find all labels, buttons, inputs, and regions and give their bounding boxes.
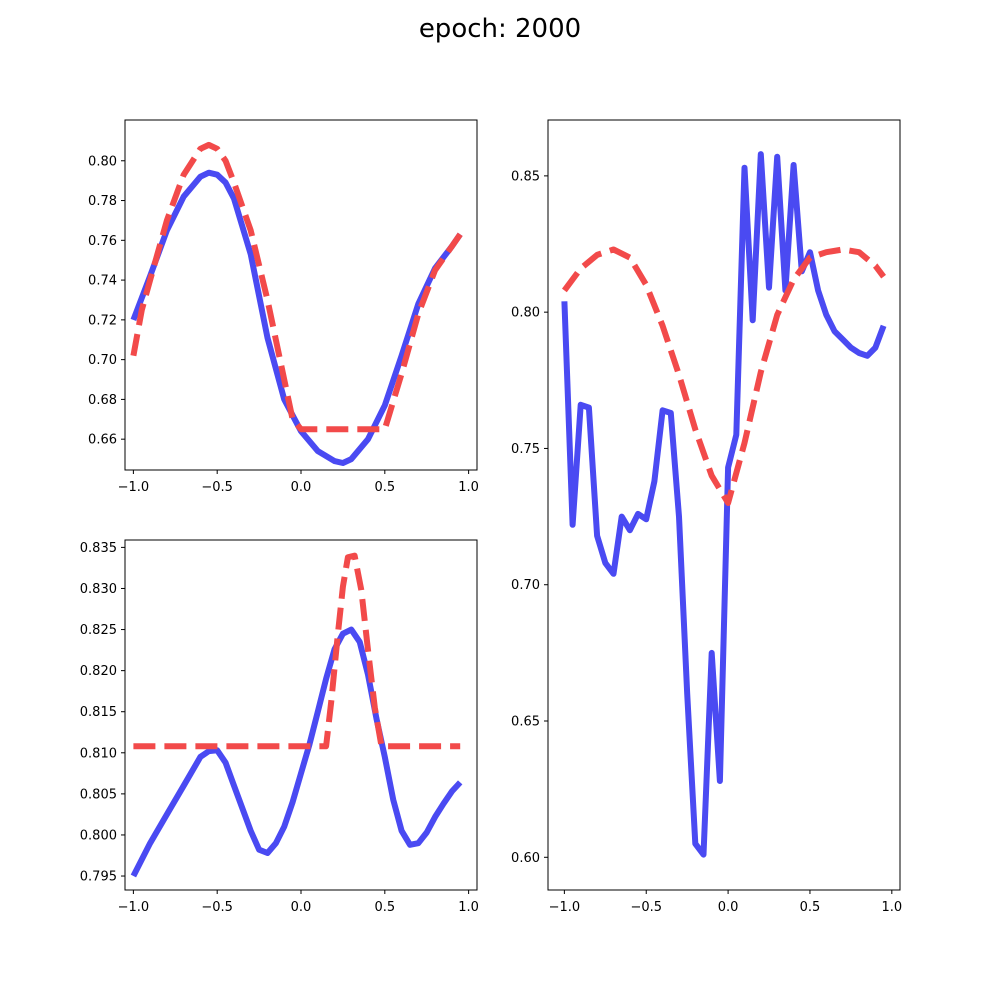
top-left-plot: −1.0 −0.5 0.0 0.5 1.0 0.66 0.68 0.70 0.72 0.74 0.7… [88, 119, 479, 495]
bottom-left-y-tick-label: 0.835 [80, 541, 117, 556]
right-x-tick-label: −0.5 [630, 900, 662, 915]
right-y-tick-label: 0.80 [511, 306, 540, 321]
bottom-left-y-tick-label: 0.820 [80, 664, 117, 679]
right-x-tick-label: −1.0 [549, 900, 581, 915]
right-x-tick-label: 0.0 [718, 900, 739, 915]
right-axes-frame [547, 119, 901, 891]
bottom-left-y-tick-label: 0.830 [80, 582, 117, 597]
bottom-left-x-tick-label: 0.0 [291, 900, 312, 915]
right-y-tick-label: 0.75 [511, 442, 540, 457]
top-left-target-line [130, 141, 463, 433]
bottom-left-plot: −1.0 −0.5 0.0 0.5 1.0 0.795 0.800 0.805 0.810 0.8… [80, 539, 479, 915]
top-left-y-tick-label: 0.78 [88, 194, 117, 209]
right-y-tick-label: 0.60 [511, 851, 540, 866]
bottom-left-y-tick-label: 0.815 [80, 705, 117, 720]
top-left-x-tick-label: 0.5 [374, 480, 395, 495]
right-predicted-line [561, 151, 887, 858]
top-left-x-tick-label: −0.5 [201, 480, 233, 495]
bottom-left-y-tick-label: 0.800 [80, 828, 117, 843]
top-left-y-tick-label: 0.80 [88, 154, 117, 169]
right-plot: −1.0 −0.5 0.0 0.5 1.0 0.60 0.65 0.70 0.75 0.80 0.8… [511, 119, 902, 915]
bottom-left-x-tick-label: −1.0 [118, 900, 150, 915]
bottom-left-predicted-line [130, 626, 463, 878]
top-left-x-tick-label: −1.0 [118, 480, 150, 495]
right-y-tick-label: 0.85 [511, 169, 540, 184]
top-left-y-tick-label: 0.74 [88, 274, 117, 289]
figure-title: epoch: 2000 [418, 14, 582, 44]
bottom-left-target-line [133, 552, 461, 750]
top-left-y-tick-label: 0.70 [88, 353, 117, 368]
right-y-tick-label: 0.70 [511, 578, 540, 593]
top-left-predicted-line [130, 169, 463, 466]
bottom-left-y-tick-label: 0.810 [80, 746, 117, 761]
top-left-x-tick-label: 0.0 [291, 480, 312, 495]
bottom-left-y-tick-label: 0.825 [80, 623, 117, 638]
bottom-left-y-tick-label: 0.805 [80, 787, 117, 802]
right-x-tick-label: 1.0 [881, 900, 902, 915]
right-target-line [561, 246, 886, 506]
top-left-y-tick-label: 0.72 [88, 313, 117, 328]
right-y-tick-label: 0.65 [511, 715, 540, 730]
top-left-y-tick-label: 0.76 [88, 234, 117, 249]
right-x-tick-label: 0.5 [800, 900, 821, 915]
bottom-left-x-tick-label: −0.5 [201, 900, 233, 915]
bottom-left-x-tick-label: 0.5 [374, 900, 395, 915]
bottom-left-y-tick-label: 0.795 [80, 870, 117, 885]
top-left-y-tick-label: 0.68 [88, 393, 117, 408]
top-left-y-tick-label: 0.66 [88, 433, 117, 448]
top-left-x-tick-label: 1.0 [458, 480, 479, 495]
bottom-left-x-tick-label: 1.0 [458, 900, 479, 915]
